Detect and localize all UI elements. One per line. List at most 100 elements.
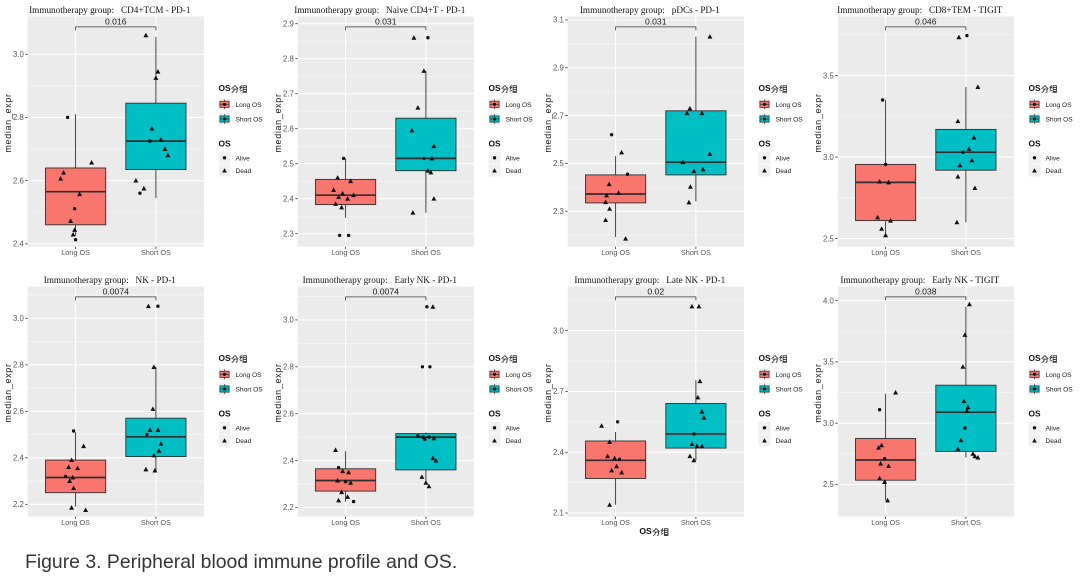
svg-text:Dead: Dead <box>506 438 522 445</box>
svg-text:Short OS: Short OS <box>141 518 171 527</box>
svg-text:3.0: 3.0 <box>283 316 295 325</box>
svg-text:Long OS: Long OS <box>776 372 803 379</box>
svg-text:Short OS: Short OS <box>776 117 804 124</box>
svg-text:2.9: 2.9 <box>553 64 564 73</box>
svg-text:OS: OS <box>759 83 772 93</box>
svg-text:3.0: 3.0 <box>13 50 25 59</box>
svg-text:OS: OS <box>489 353 502 363</box>
svg-text:Short OS: Short OS <box>236 387 264 394</box>
svg-text:2.5: 2.5 <box>823 480 835 489</box>
svg-text:Long OS: Long OS <box>601 518 630 527</box>
svg-text:Long OS: Long OS <box>236 372 263 379</box>
svg-text:Alive: Alive <box>776 425 791 432</box>
svg-text:OS: OS <box>489 83 502 93</box>
svg-text:OS: OS <box>219 139 232 149</box>
svg-text:4.0: 4.0 <box>823 296 835 305</box>
svg-text:median_expr: median_expr <box>3 93 13 152</box>
svg-text:Short OS: Short OS <box>951 518 981 527</box>
svg-text:2.7: 2.7 <box>553 387 564 396</box>
svg-text:Immunotherapy group: Naive C: Immunotherapy group: Naive CD4+T - PD-1 <box>294 5 466 15</box>
svg-text:2.5: 2.5 <box>283 159 295 168</box>
svg-text:median_expr: median_expr <box>273 93 283 152</box>
svg-text:2.7: 2.7 <box>553 111 564 120</box>
svg-text:Short OS: Short OS <box>951 248 981 257</box>
svg-text:2.8: 2.8 <box>13 113 24 122</box>
svg-text:2.8: 2.8 <box>283 363 294 372</box>
svg-text:Immunotherapy group: Early N: Immunotherapy group: Early NK - TIGIT <box>840 275 999 285</box>
svg-text:0.031: 0.031 <box>645 16 667 26</box>
svg-text:Immunotherapy group: NK - PD: Immunotherapy group: NK - PD-1 <box>44 275 177 285</box>
svg-text:2.7: 2.7 <box>283 89 294 98</box>
svg-text:Immunotherapy group: CD4+TCM: Immunotherapy group: CD4+TCM - PD-1 <box>29 5 191 15</box>
svg-text:2.2: 2.2 <box>283 503 294 512</box>
svg-text:OS: OS <box>1029 83 1042 93</box>
svg-text:median_expr: median_expr <box>3 363 13 422</box>
svg-text:median_expr: median_expr <box>543 363 553 422</box>
svg-text:Dead: Dead <box>1046 168 1062 175</box>
svg-text:0.038: 0.038 <box>915 286 937 296</box>
svg-text:OS: OS <box>1029 353 1042 363</box>
svg-text:Immunotherapy group: Early N: Immunotherapy group: Early NK - PD-1 <box>303 275 458 285</box>
svg-text:0.0074: 0.0074 <box>103 286 130 296</box>
svg-text:median_expr: median_expr <box>543 93 553 152</box>
svg-text:OS: OS <box>489 409 502 419</box>
svg-text:Long OS: Long OS <box>331 518 360 527</box>
svg-text:2.1: 2.1 <box>553 509 564 518</box>
svg-text:Short OS: Short OS <box>141 248 171 257</box>
svg-text:OS: OS <box>1029 409 1042 419</box>
svg-text:3.0: 3.0 <box>823 419 835 428</box>
svg-text:2.4: 2.4 <box>553 448 565 457</box>
svg-text:2.6: 2.6 <box>283 409 294 418</box>
svg-text:2.6: 2.6 <box>13 407 24 416</box>
svg-text:median_expr: median_expr <box>273 363 283 422</box>
svg-text:Long OS: Long OS <box>1046 102 1073 109</box>
svg-text:Long OS: Long OS <box>236 102 263 109</box>
svg-text:Alive: Alive <box>236 155 251 162</box>
svg-text:2.3: 2.3 <box>283 229 294 238</box>
svg-text:Short OS: Short OS <box>1046 117 1074 124</box>
svg-text:Alive: Alive <box>776 155 791 162</box>
svg-text:OS: OS <box>219 353 232 363</box>
svg-text:Alive: Alive <box>1046 425 1061 432</box>
svg-text:OS: OS <box>639 526 652 536</box>
svg-text:Dead: Dead <box>236 438 252 445</box>
svg-text:Short OS: Short OS <box>681 518 711 527</box>
svg-text:median_expr: median_expr <box>813 93 823 152</box>
svg-text:2.4: 2.4 <box>13 454 25 463</box>
svg-text:Dead: Dead <box>776 168 792 175</box>
svg-text:Long OS: Long OS <box>506 372 533 379</box>
svg-text:2.5: 2.5 <box>823 234 835 243</box>
svg-text:2.9: 2.9 <box>283 19 294 28</box>
svg-text:Long OS: Long OS <box>61 518 90 527</box>
svg-text:3.1: 3.1 <box>553 16 564 25</box>
svg-text:Alive: Alive <box>506 155 521 162</box>
svg-text:2.4: 2.4 <box>283 194 295 203</box>
svg-text:Short OS: Short OS <box>236 117 264 124</box>
svg-text:Long OS: Long OS <box>1046 372 1073 379</box>
svg-text:3.0: 3.0 <box>553 326 565 335</box>
svg-text:Long OS: Long OS <box>61 248 90 257</box>
svg-text:OS: OS <box>489 139 502 149</box>
svg-text:OS: OS <box>759 139 772 149</box>
svg-text:3.0: 3.0 <box>823 153 835 162</box>
svg-text:Immunotherapy group: CD8+TEM: Immunotherapy group: CD8+TEM - TIGIT <box>837 5 1003 15</box>
svg-text:0.046: 0.046 <box>915 16 937 26</box>
svg-text:OS: OS <box>759 353 772 363</box>
svg-text:Dead: Dead <box>1046 438 1062 445</box>
svg-text:Alive: Alive <box>236 425 251 432</box>
svg-text:2.4: 2.4 <box>13 240 25 249</box>
svg-text:Long OS: Long OS <box>776 102 803 109</box>
svg-text:0.031: 0.031 <box>375 16 397 26</box>
svg-text:0.016: 0.016 <box>105 16 127 26</box>
svg-text:2.8: 2.8 <box>283 54 294 63</box>
svg-text:Long OS: Long OS <box>331 248 360 257</box>
svg-text:Dead: Dead <box>236 168 252 175</box>
svg-text:2.4: 2.4 <box>283 456 295 465</box>
svg-text:Long OS: Long OS <box>871 518 900 527</box>
svg-text:OS: OS <box>759 409 772 419</box>
svg-text:Immunotherapy group: pDCs -: Immunotherapy group: pDCs - PD-1 <box>580 5 720 15</box>
svg-text:Long OS: Long OS <box>601 248 630 257</box>
svg-text:Long OS: Long OS <box>871 248 900 257</box>
svg-text:2.3: 2.3 <box>553 207 564 216</box>
svg-text:0.02: 0.02 <box>647 286 664 296</box>
